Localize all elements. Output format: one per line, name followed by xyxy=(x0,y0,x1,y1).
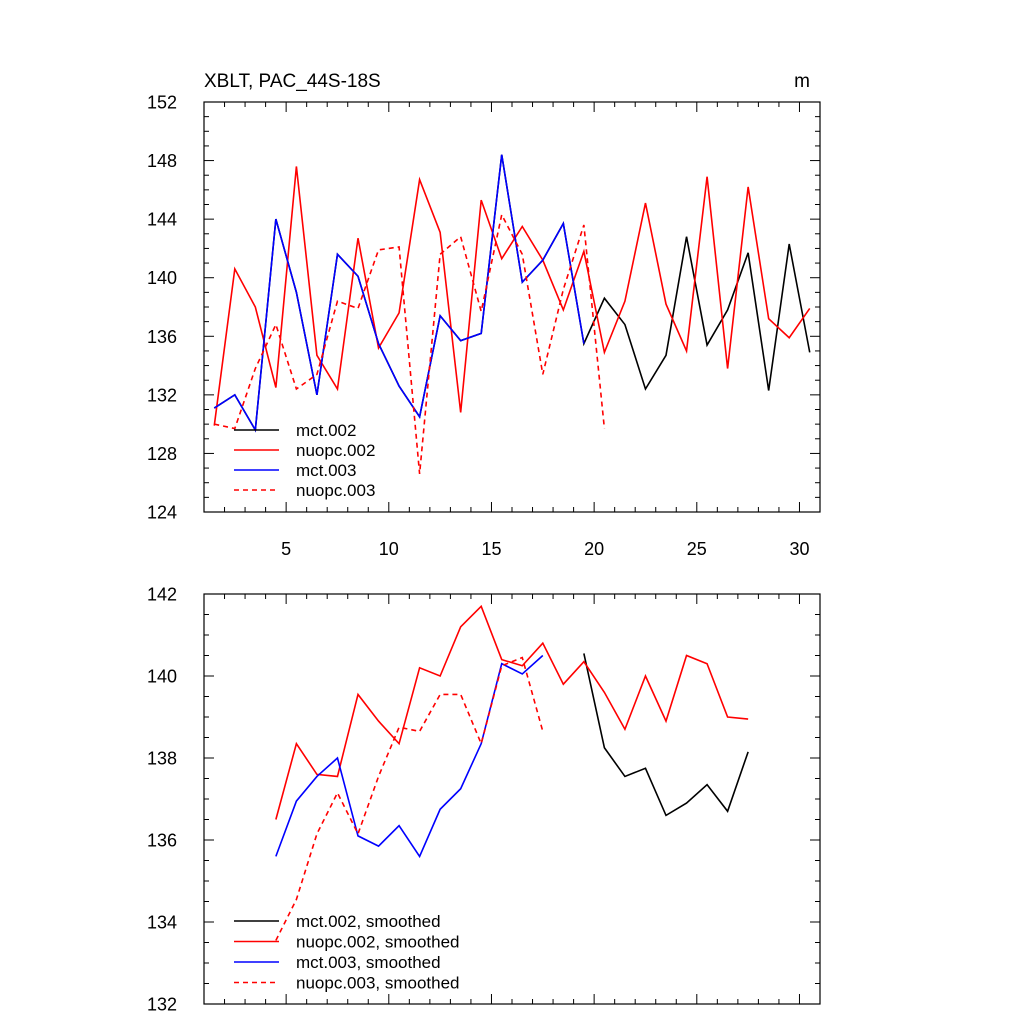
y-tick-label: 138 xyxy=(147,749,177,769)
y-tick-label: 132 xyxy=(147,385,177,405)
x-tick-label: 20 xyxy=(584,539,604,559)
y-tick-label: 148 xyxy=(147,151,177,171)
legend-label: nuopc.003 xyxy=(296,481,375,500)
series-line-nuopc-003-smoothed xyxy=(275,656,544,941)
series-line-mct-003-smoothed xyxy=(275,654,544,859)
legend-label: nuopc.002 xyxy=(296,441,375,460)
legend-label: mct.003 xyxy=(296,461,356,480)
y-tick-label: 136 xyxy=(147,831,177,851)
chart-panel-1: 5 10 15 20 25 30 124 128 132 136 140 144 148 152 XBLT,… xyxy=(147,71,821,559)
y-tick-label: 136 xyxy=(147,327,177,347)
x-tick-label: 30 xyxy=(789,539,809,559)
series-line-mct-003 xyxy=(213,154,585,433)
series-line-mct-002-smoothed xyxy=(583,653,749,817)
x-tick-label: 5 xyxy=(281,539,291,559)
y-tick-label: 134 xyxy=(147,913,177,933)
y-tick-label: 140 xyxy=(147,667,177,687)
y-tick-label: 140 xyxy=(147,268,177,288)
legend-label: mct.002, smoothed xyxy=(296,912,441,931)
y-tick-label: 128 xyxy=(147,444,177,464)
series-line-nuopc-003 xyxy=(214,212,606,475)
x-tick-label: 15 xyxy=(481,539,501,559)
legend-label: nuopc.003, smoothed xyxy=(296,974,460,993)
y-tick-label: 152 xyxy=(147,93,177,113)
series-line-mct-002 xyxy=(213,154,811,433)
y-tick-label: 142 xyxy=(147,585,177,605)
y-tick-label: 124 xyxy=(147,503,177,523)
chart-panel-2: 132 134 136 138 140 142 mct.002, smoothed nuopc… xyxy=(147,585,821,1015)
y-tick-label: 132 xyxy=(147,995,177,1015)
units-label: m xyxy=(794,71,810,92)
legend-label: mct.003, smoothed xyxy=(296,953,441,972)
x-tick-label: 10 xyxy=(379,539,399,559)
legend-label: nuopc.002, smoothed xyxy=(296,933,460,952)
legend-label: mct.002 xyxy=(296,421,356,440)
series-line-nuopc-002 xyxy=(213,166,811,426)
chart-title: XBLT, PAC_44S-18S xyxy=(204,71,381,92)
series-line-nuopc-002-smoothed xyxy=(275,604,749,820)
x-tick-label: 25 xyxy=(687,539,707,559)
y-tick-label: 144 xyxy=(147,210,177,230)
